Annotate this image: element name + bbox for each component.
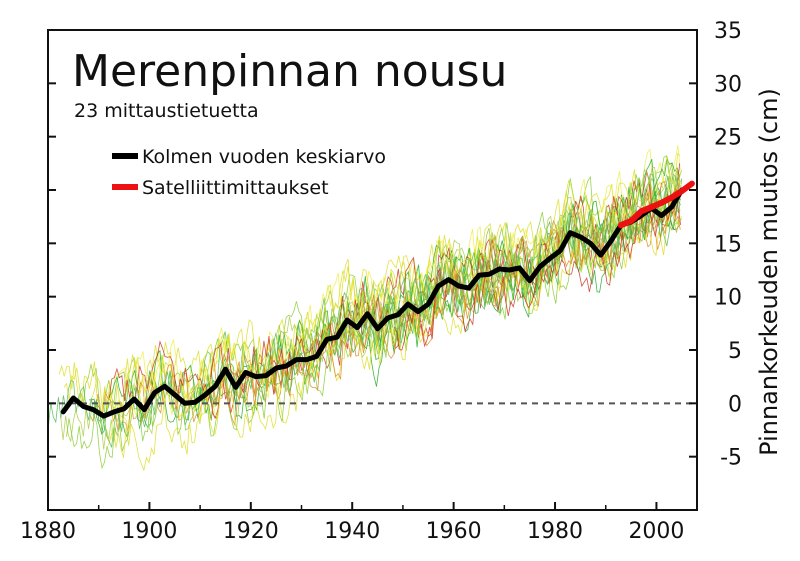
y-axis-label: Pinnankorkeuden muutos (cm) (755, 88, 783, 456)
y-tick-label: 25 (714, 126, 742, 151)
x-tick-label: 1940 (324, 519, 380, 544)
x-tick-label: 1880 (20, 519, 76, 544)
series-line-satellite (617, 180, 695, 229)
y-tick-label: 30 (714, 72, 742, 97)
legend-label-satellite: Satelliittimittaukset (142, 177, 329, 199)
y-tick-label: -5 (720, 446, 742, 471)
y-tick-label: 35 (714, 19, 742, 44)
plot-frame (47, 29, 698, 511)
series-layer (60, 180, 695, 419)
x-tick-label: 2000 (628, 519, 684, 544)
y-tick-label: 10 (714, 286, 742, 311)
y-tick-label: 0 (728, 392, 742, 417)
series-line-three-year-mean (60, 187, 685, 419)
x-tick-label: 1960 (426, 519, 482, 544)
tide-gauge-trace (108, 163, 681, 402)
tide-gauge-trace (240, 166, 681, 387)
y-tick-label: 5 (728, 339, 742, 364)
y-axis: 35 30 25 20 15 10 5 0 -5 (48, 19, 742, 471)
chart-title: Merenpinnan nousu (72, 46, 507, 97)
x-tick-label: 1980 (527, 519, 583, 544)
x-tick-label: 1920 (223, 519, 279, 544)
x-axis: 1880 1900 1920 1940 1960 1980 2000 (20, 502, 684, 544)
y-tick-label: 15 (714, 232, 742, 257)
legend-label-mean: Kolmen vuoden keskiarvo (142, 146, 386, 168)
legend: Kolmen vuoden keskiarvo Satelliittimitta… (112, 146, 386, 199)
tide-gauge-trace (47, 176, 680, 448)
tide-gauge-trace (108, 193, 682, 472)
y-tick-label: 20 (714, 179, 742, 204)
chart-subtitle: 23 mittaustietuetta (74, 100, 259, 122)
tide-gauge-trace (204, 181, 680, 419)
x-tick-label: 1900 (121, 519, 177, 544)
